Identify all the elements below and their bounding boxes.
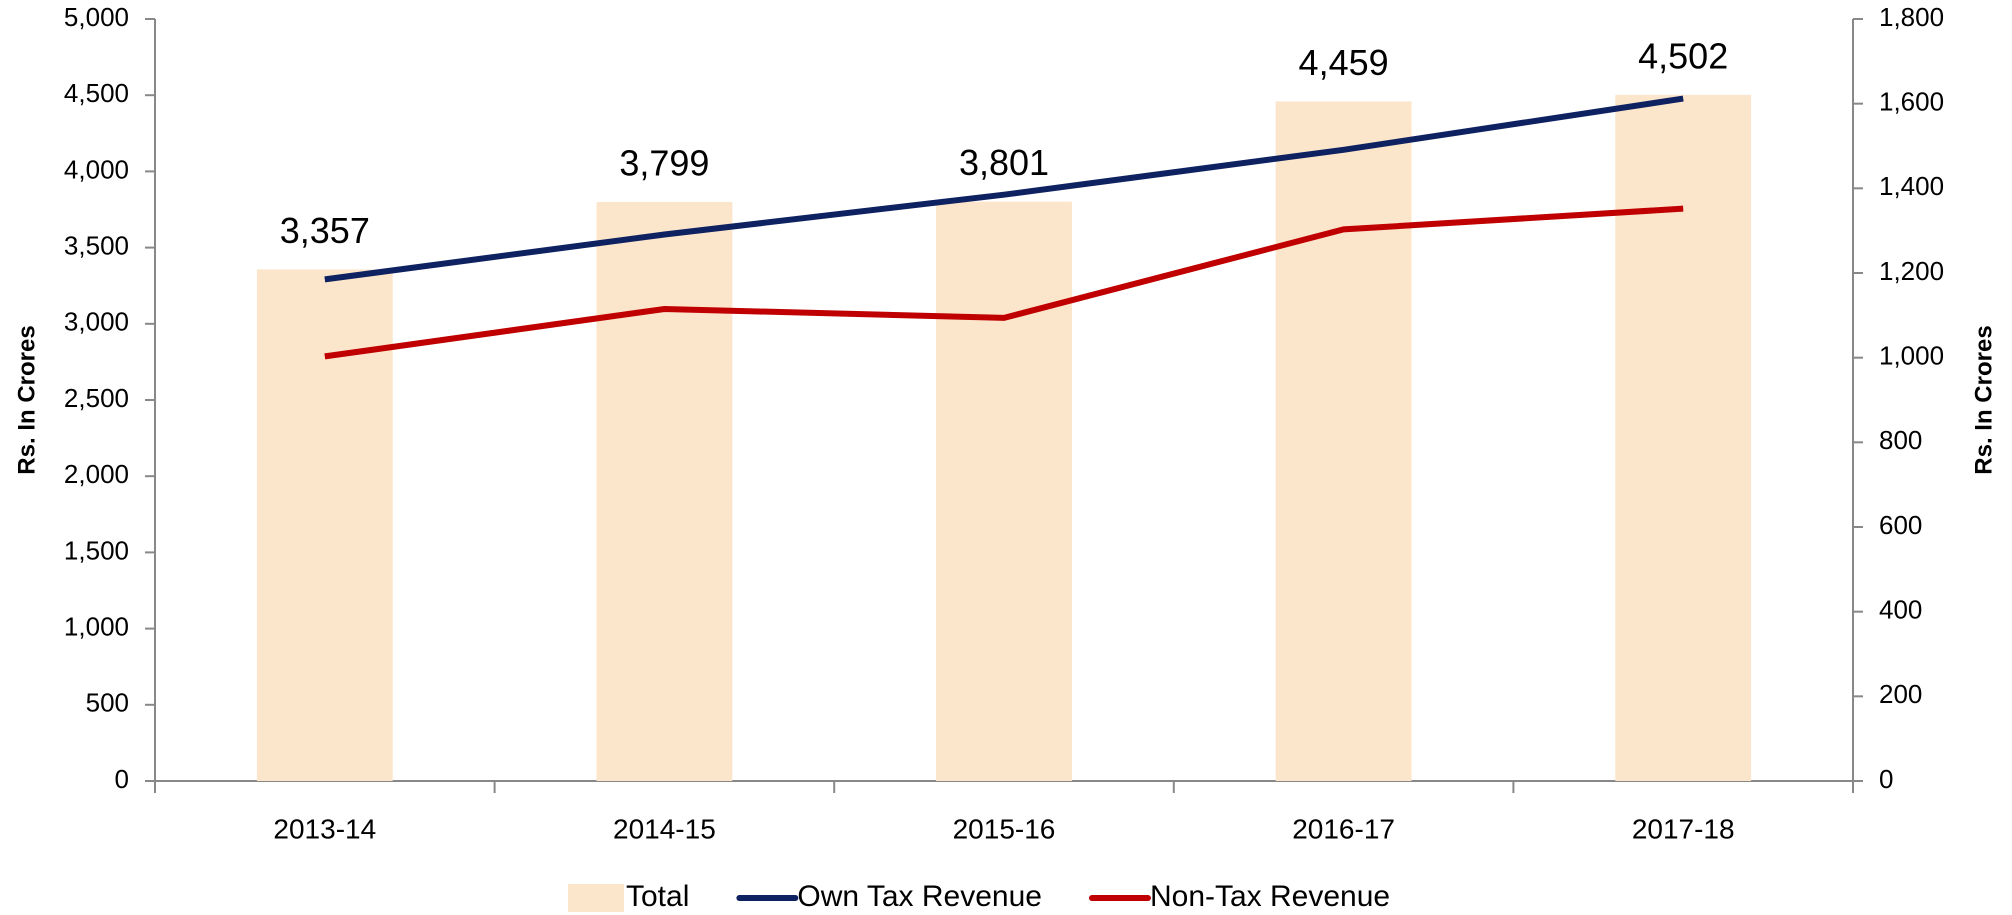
y-tick-label: 1,500 bbox=[64, 535, 129, 565]
y2-axis-title: Rs. In Crores bbox=[1970, 325, 1997, 474]
y2-tick-label: 1,000 bbox=[1879, 341, 1944, 371]
y2-tick-label: 1,800 bbox=[1879, 2, 1944, 32]
y-tick-label: 500 bbox=[86, 688, 129, 718]
bar bbox=[1615, 94, 1752, 781]
line bbox=[324, 95, 1684, 283]
y-tick-label: 5,000 bbox=[64, 2, 129, 32]
y2-tick-label: 400 bbox=[1879, 595, 1922, 625]
x-tick-label: 2014-15 bbox=[613, 813, 716, 844]
legend-swatch bbox=[568, 884, 624, 912]
data-label: 4,459 bbox=[1299, 42, 1389, 83]
y-tick-label: 0 bbox=[115, 764, 129, 794]
y-tick-label: 4,000 bbox=[64, 154, 129, 184]
legend-label: Non-Tax Revenue bbox=[1150, 880, 1390, 913]
data-label: 3,799 bbox=[619, 143, 709, 184]
x-tick-label: 2013-14 bbox=[273, 813, 376, 844]
data-label: 3,801 bbox=[959, 142, 1049, 183]
y-tick-label: 2,500 bbox=[64, 383, 129, 413]
x-tick-label: 2017-18 bbox=[1632, 813, 1735, 844]
line bbox=[324, 205, 1684, 360]
bar bbox=[936, 201, 1072, 781]
y2-tick-label: 200 bbox=[1879, 679, 1922, 709]
y2-tick-label: 1,200 bbox=[1879, 256, 1944, 286]
y-tick-label: 3,000 bbox=[64, 307, 129, 337]
y-tick-label: 1,000 bbox=[64, 611, 129, 641]
y-axis-title: Rs. In Crores bbox=[13, 325, 40, 474]
legend-label: Own Tax Revenue bbox=[797, 880, 1042, 913]
y2-tick-label: 800 bbox=[1879, 425, 1922, 455]
x-tick-label: 2016-17 bbox=[1292, 813, 1395, 844]
y2-tick-label: 0 bbox=[1879, 764, 1893, 794]
y2-tick-label: 600 bbox=[1879, 510, 1922, 540]
y-tick-label: 3,500 bbox=[64, 230, 129, 260]
legend-label: Total bbox=[626, 880, 689, 913]
y-tick-label: 4,500 bbox=[64, 78, 129, 108]
bar bbox=[256, 269, 393, 781]
bar bbox=[1275, 101, 1412, 781]
data-label: 3,357 bbox=[280, 210, 370, 251]
bar bbox=[596, 202, 733, 781]
x-tick-label: 2015-16 bbox=[953, 813, 1056, 844]
y-tick-label: 2,000 bbox=[64, 459, 129, 489]
y2-tick-label: 1,400 bbox=[1879, 171, 1944, 201]
y2-tick-label: 1,600 bbox=[1879, 87, 1944, 117]
data-label: 4,502 bbox=[1638, 35, 1728, 76]
